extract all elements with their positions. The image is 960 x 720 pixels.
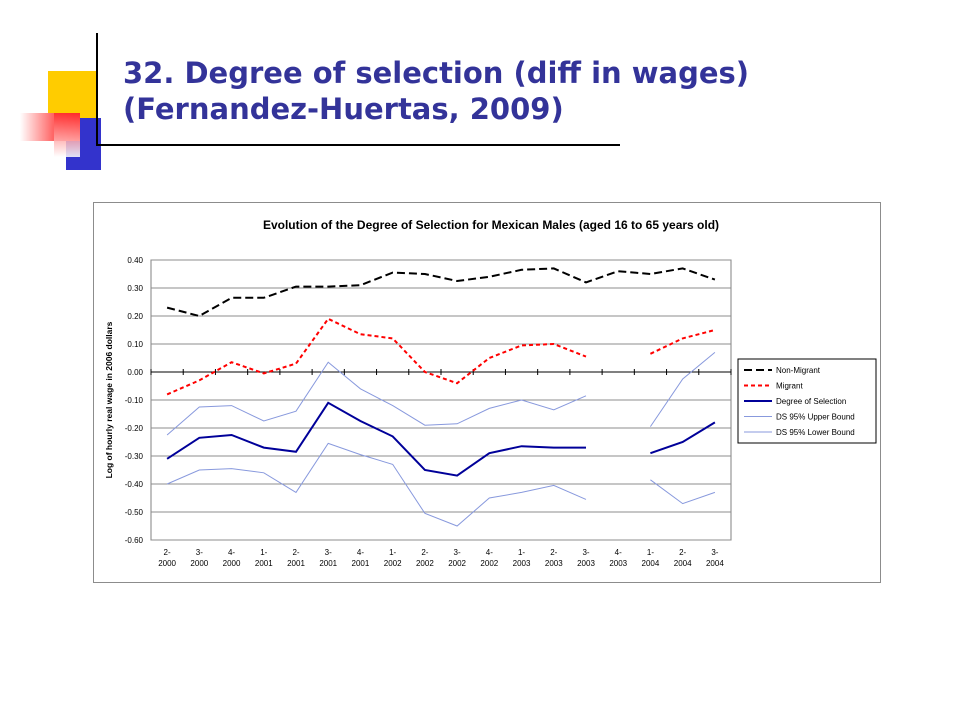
x-tick-label: 4- — [228, 548, 235, 557]
y-axis-label: Log of hourly real wage in 2006 dollars — [104, 321, 114, 478]
x-tick-label: 2004 — [674, 559, 692, 568]
y-tick-label: -0.50 — [125, 508, 144, 517]
x-tick-label: 2001 — [255, 559, 273, 568]
slide-title-line-2: (Fernandez-Huertas, 2009) — [123, 92, 564, 126]
x-tick-label: 2000 — [158, 559, 176, 568]
y-tick-label: -0.40 — [125, 480, 144, 489]
legend-label: DS 95% Upper Bound — [776, 413, 855, 422]
x-tick-label: 2003 — [609, 559, 627, 568]
y-tick-label: 0.40 — [127, 256, 143, 265]
x-tick-label: 2002 — [448, 559, 466, 568]
x-tick-label: 2- — [679, 548, 686, 557]
y-tick-label: 0.30 — [127, 284, 143, 293]
y-tick-label: -0.60 — [125, 536, 144, 545]
x-tick-label: 2- — [164, 548, 171, 557]
x-tick-label: 2001 — [352, 559, 370, 568]
x-tick-label: 2002 — [416, 559, 434, 568]
slide-title: 32. Degree of selection (diff in wages) … — [123, 55, 923, 127]
slide-decoration — [20, 33, 620, 170]
x-tick-label: 2002 — [480, 559, 498, 568]
x-tick-label: 2004 — [642, 559, 660, 568]
x-tick-label: 2- — [550, 548, 557, 557]
series-line-ds-95-upper-bound — [649, 352, 716, 427]
x-tick-label: 2- — [292, 548, 299, 557]
y-tick-label: 0.20 — [127, 312, 143, 321]
y-tick-label: -0.20 — [125, 424, 144, 433]
chart-title: Evolution of the Degree of Selection for… — [263, 218, 719, 232]
x-tick-label: 3- — [711, 548, 718, 557]
series-line-migrant — [166, 317, 587, 396]
y-tick-label: 0.00 — [127, 368, 143, 377]
chart-frame: Evolution of the Degree of Selection for… — [93, 202, 881, 583]
series-line-degree-of-selection — [650, 421, 716, 455]
legend-label: Non-Migrant — [776, 366, 821, 375]
x-tick-label: 4- — [615, 548, 622, 557]
x-tick-label: 1- — [647, 548, 654, 557]
deco-yellow-square — [48, 71, 96, 119]
x-tick-label: 1- — [260, 548, 267, 557]
x-tick-label: 1- — [518, 548, 525, 557]
x-tick-label: 2004 — [706, 559, 724, 568]
x-tick-label: 2001 — [319, 559, 337, 568]
series-line-ds-95-lower-bound — [650, 479, 716, 505]
legend-label: Degree of Selection — [776, 397, 846, 406]
x-tick-label: 3- — [196, 548, 203, 557]
x-tick-label: 3- — [325, 548, 332, 557]
x-tick-label: 2001 — [287, 559, 305, 568]
x-tick-label: 2- — [421, 548, 428, 557]
x-tick-label: 1- — [389, 548, 396, 557]
x-tick-label: 2003 — [545, 559, 563, 568]
x-tick-label: 2002 — [384, 559, 402, 568]
legend-label: DS 95% Lower Bound — [776, 428, 855, 437]
deco-red-gradient-drop — [54, 113, 80, 157]
y-tick-label: -0.10 — [125, 396, 144, 405]
slide-title-line-1: 32. Degree of selection (diff in wages) — [123, 56, 750, 90]
y-tick-label: -0.30 — [125, 452, 144, 461]
y-tick-label: 0.10 — [127, 340, 143, 349]
series-line-migrant — [649, 329, 716, 355]
x-tick-label: 3- — [582, 548, 589, 557]
series-line-degree-of-selection — [166, 401, 586, 477]
chart: Evolution of the Degree of Selection for… — [104, 218, 877, 568]
x-tick-label: 4- — [357, 548, 364, 557]
x-tick-label: 2000 — [223, 559, 241, 568]
x-tick-label: 2000 — [190, 559, 208, 568]
x-tick-label: 2003 — [513, 559, 531, 568]
x-tick-label: 2003 — [577, 559, 595, 568]
x-tick-label: 4- — [486, 548, 493, 557]
series-line-ds-95-upper-bound — [166, 361, 587, 436]
legend-label: Migrant — [776, 382, 803, 391]
x-tick-label: 3- — [454, 548, 461, 557]
series-line-non-migrant — [166, 267, 716, 318]
series-line-ds-95-lower-bound — [166, 442, 587, 527]
